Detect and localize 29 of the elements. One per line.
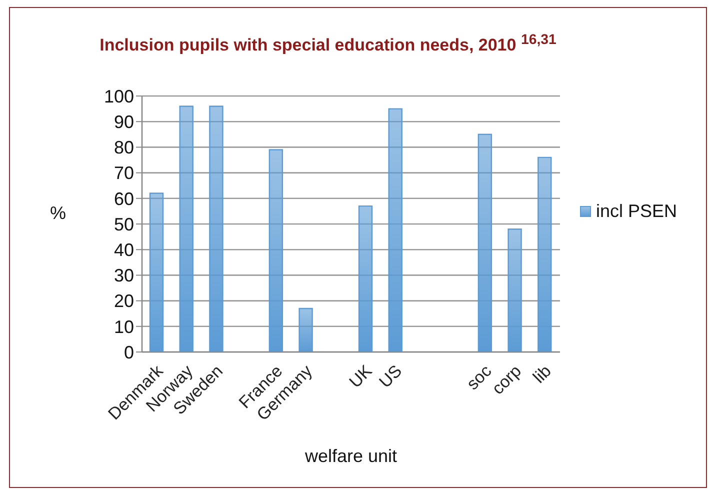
bar xyxy=(538,156,552,352)
x-axis-title: welfare unit xyxy=(304,446,398,467)
x-tick-label: US xyxy=(375,361,406,392)
y-tick-label: 50 xyxy=(114,214,134,234)
y-axis-title: % xyxy=(50,203,66,224)
y-tick-label: 40 xyxy=(114,240,134,260)
bar xyxy=(209,106,224,352)
bar xyxy=(388,108,402,352)
bar xyxy=(149,192,164,352)
y-tick-label: 0 xyxy=(124,342,134,362)
chart-title: Inclusion pupils with special education needs, 2010 $^{16,31}$ xyxy=(98,32,558,56)
y-tick-label: 70 xyxy=(114,163,134,184)
bar xyxy=(298,308,313,352)
y-tick-label: 90 xyxy=(114,112,134,132)
x-tick-label: lib xyxy=(529,361,555,387)
x-tick-label: UK xyxy=(346,360,376,392)
y-tick-label: 30 xyxy=(114,266,134,286)
legend-label: incl PSEN xyxy=(596,201,678,222)
y-tick-label: 60 xyxy=(114,188,134,209)
bar xyxy=(358,205,373,352)
bar xyxy=(508,228,522,352)
bar xyxy=(268,149,284,352)
y-tick-label: 80 xyxy=(114,138,134,158)
y-tick-label: 20 xyxy=(114,291,134,312)
x-tick-label: soc xyxy=(463,361,496,394)
y-tick-label: 10 xyxy=(114,316,134,337)
bar xyxy=(179,106,194,352)
bar xyxy=(478,134,492,352)
y-tick-label: 100 xyxy=(104,86,134,106)
